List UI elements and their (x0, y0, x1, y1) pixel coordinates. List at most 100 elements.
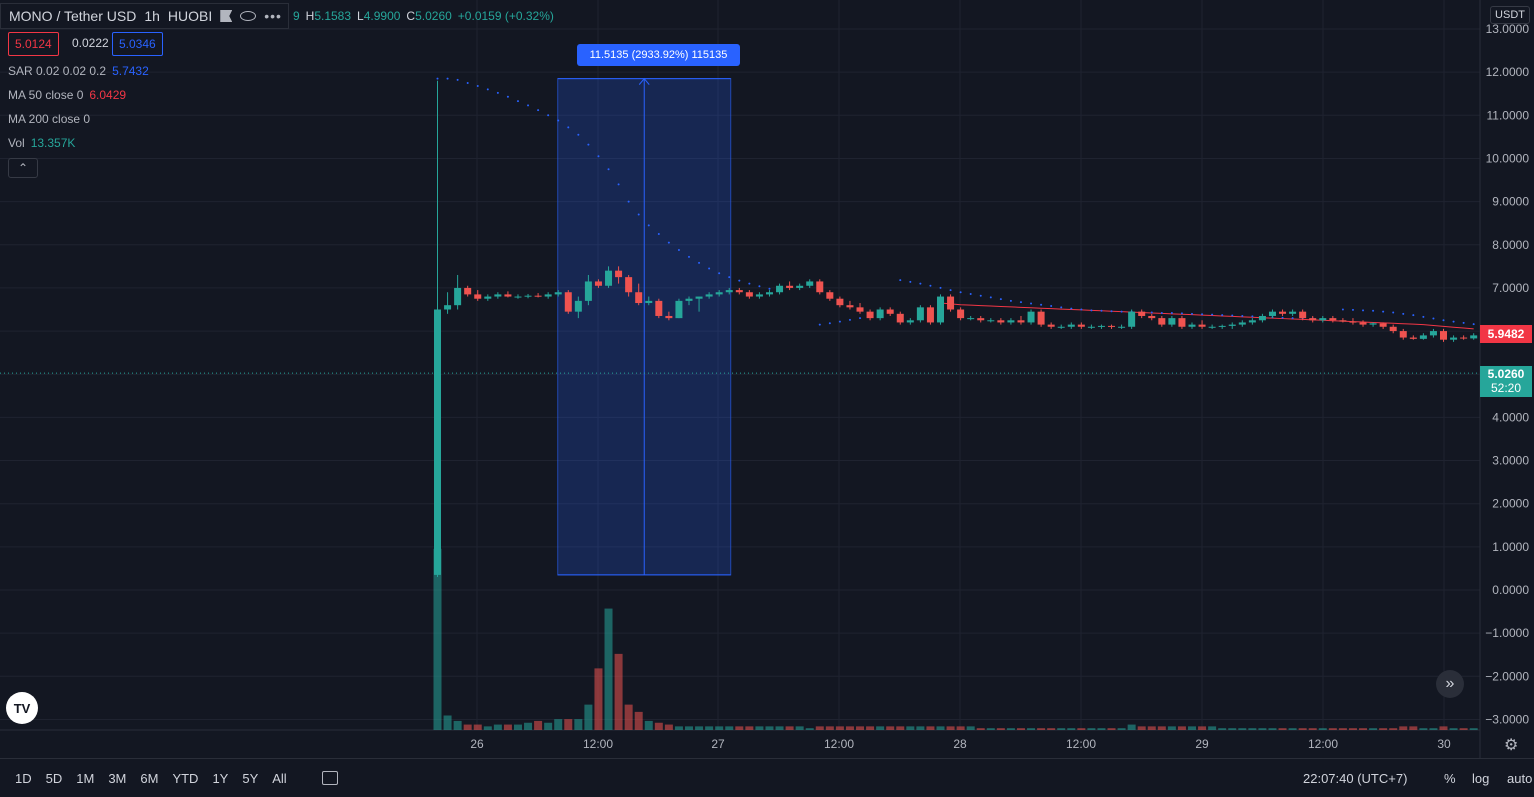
log-toggle[interactable]: log (1472, 770, 1490, 786)
range-1m-button[interactable]: 1M (76, 770, 95, 786)
candle-body (896, 313, 904, 323)
candle-body (806, 281, 814, 286)
volume-bar (1208, 726, 1217, 730)
volume-bar (896, 726, 905, 730)
sar-dot (667, 241, 670, 244)
candle-body (967, 318, 975, 320)
candle-body (755, 294, 763, 297)
sar-dot (637, 213, 640, 216)
sar-dot (677, 248, 680, 251)
sar-dot (848, 318, 851, 321)
volume-bar (986, 728, 995, 730)
x-tick-label: 12:00 (1066, 737, 1096, 751)
collapse-legend-button[interactable]: ⌃ (8, 158, 38, 178)
last-price-tag: 5.0260 52:20 (1480, 366, 1532, 397)
percent-toggle[interactable]: % (1444, 770, 1456, 786)
sar-dot (547, 114, 550, 117)
indicator-vol[interactable]: Vol 13.357K (8, 136, 75, 150)
volume-bar (1097, 728, 1106, 730)
candle-body (1409, 337, 1417, 339)
x-tick-label: 28 (953, 737, 967, 751)
go-to-date-icon[interactable] (321, 771, 338, 785)
volume-bar (1157, 726, 1166, 730)
x-tick-label: 27 (711, 737, 725, 751)
indicator-sar[interactable]: SAR 0.02 0.02 0.2 5.7432 (8, 64, 149, 78)
candle-body (1077, 324, 1085, 327)
volume-bar (1278, 728, 1287, 730)
range-6m-button[interactable]: 6M (140, 770, 159, 786)
candle-body (434, 309, 441, 575)
sar-dot (1160, 311, 1163, 314)
volume-bar (634, 711, 643, 730)
settings-gear-icon[interactable]: ⚙ (1504, 737, 1519, 754)
indicator-ma50[interactable]: MA 50 close 0 6.0429 (8, 88, 126, 102)
spread-value: 0.0222 (72, 36, 109, 50)
candle-body (1158, 318, 1166, 325)
volume-bar (1067, 728, 1076, 730)
volume-bar (624, 704, 633, 730)
volume-bar (1117, 728, 1126, 730)
volume-bar (604, 608, 613, 730)
candle-body (926, 307, 934, 323)
sar-dot (1060, 306, 1063, 309)
flag-icon[interactable] (220, 10, 233, 22)
sar-dot (537, 109, 540, 112)
candle-body (866, 311, 874, 319)
sar-dot (1150, 311, 1153, 314)
candle-body (625, 277, 633, 293)
sar-dot (436, 77, 439, 80)
candle-body (1359, 322, 1367, 325)
volume-bar (1338, 728, 1347, 730)
eye-icon[interactable] (240, 11, 257, 21)
x-tick-label: 26 (470, 737, 484, 751)
sar-dot (919, 282, 922, 285)
volume-bar (433, 548, 442, 730)
range-5y-button[interactable]: 5Y (242, 770, 259, 786)
sar-dot (1241, 314, 1244, 317)
sar-dot (577, 133, 580, 136)
sar-dot (859, 317, 862, 320)
clock-time[interactable]: 22:07:40 (UTC+7) (1303, 770, 1408, 786)
sell-price-button[interactable]: 5.0124 (8, 32, 59, 56)
sar-dot (567, 126, 570, 129)
measure-arrowhead (638, 77, 650, 85)
candle-body (1419, 335, 1427, 339)
scroll-to-realtime-button[interactable]: » (1436, 670, 1464, 698)
candle-body (474, 294, 482, 299)
volume-bar (1218, 728, 1227, 730)
sar-dot (1251, 315, 1254, 318)
indicator-ma200[interactable]: MA 200 close 0 (8, 112, 96, 126)
range-5d-button[interactable]: 5D (45, 770, 63, 786)
candle-body (1168, 318, 1176, 325)
ohlc-close-label: C (406, 9, 416, 23)
candle-body (1067, 324, 1075, 327)
candle-body (1097, 325, 1105, 327)
candle-body (1379, 323, 1387, 327)
volume-bar (534, 720, 543, 730)
volume-bar (1107, 728, 1116, 730)
candle-body (705, 294, 713, 297)
range-1y-button[interactable]: 1Y (212, 770, 229, 786)
range-3m-button[interactable]: 3M (108, 770, 127, 786)
y-tick-label: 7.0000 (1492, 281, 1529, 295)
candle-body (645, 300, 653, 304)
range-ytd-button[interactable]: YTD (172, 770, 199, 786)
range-all-button[interactable]: All (272, 770, 287, 786)
sar-dot (979, 294, 982, 297)
buy-price-button[interactable]: 5.0346 (112, 32, 163, 56)
candle-body (514, 296, 522, 298)
sar-dot (1362, 309, 1365, 312)
symbol-title[interactable]: MONO / Tether USD 1h HUOBI ••• (0, 3, 289, 29)
auto-toggle[interactable]: auto (1507, 770, 1533, 786)
volume-bar (815, 726, 824, 730)
sar-dot (456, 78, 459, 81)
tradingview-logo[interactable]: TV (6, 692, 38, 724)
chart-header: MONO / Tether USD 1h HUOBI ••• 9 H5.1583… (0, 3, 554, 29)
sar-dot (698, 261, 701, 264)
indicator-value: 5.7432 (112, 64, 149, 78)
range-1d-button[interactable]: 1D (15, 770, 32, 786)
sar-dot (1412, 314, 1415, 317)
more-icon[interactable]: ••• (264, 8, 282, 24)
currency-label[interactable]: USDT (1490, 6, 1530, 24)
